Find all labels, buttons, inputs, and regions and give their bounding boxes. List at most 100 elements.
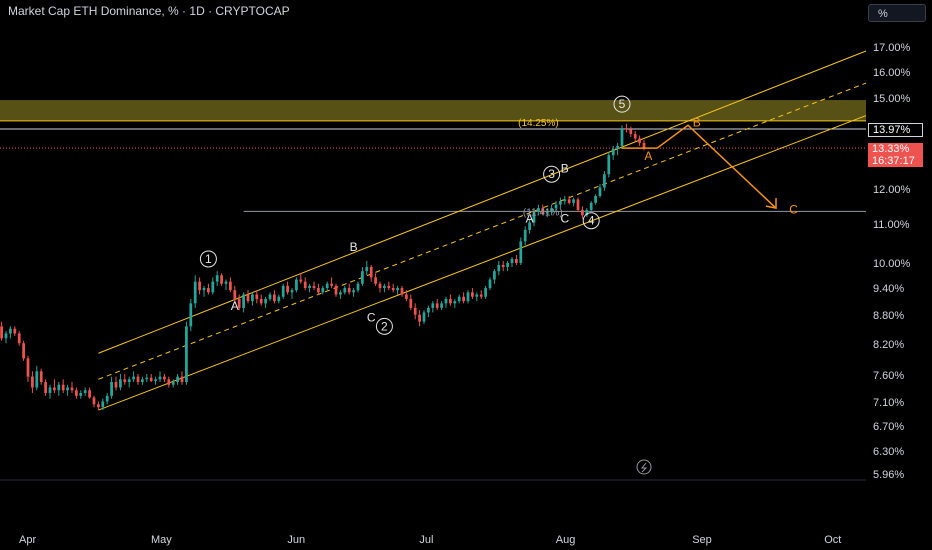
zone-measure-label: (14.25%) (518, 118, 559, 129)
candle-body (185, 326, 188, 383)
candle-body (427, 307, 430, 313)
candle-body (409, 298, 413, 308)
candle-body (523, 229, 527, 242)
candle-body (405, 294, 408, 299)
lightning-icon (636, 459, 652, 475)
candle-body (506, 262, 509, 268)
candle-body (255, 294, 259, 299)
candle-body (347, 288, 351, 293)
candle-body (444, 298, 448, 304)
candle-body (572, 199, 575, 203)
wave-letter-label: B (561, 162, 569, 176)
channel-lower-line (98, 115, 867, 411)
candle-body (242, 294, 245, 308)
candle-body (66, 387, 69, 391)
candle-body (638, 138, 641, 143)
y-tick-label: 11.00% (873, 219, 910, 232)
candle-body (220, 275, 223, 284)
candle-body (290, 290, 294, 293)
wave-letter-label: A (526, 212, 534, 226)
candle-body (629, 129, 633, 134)
y-tick-label: 10.00% (873, 258, 911, 270)
candle-body (585, 209, 589, 216)
candle-body (149, 377, 153, 381)
candle-body (13, 328, 17, 334)
candle-body (277, 296, 281, 302)
candle-body (343, 288, 347, 293)
candle-body (519, 241, 523, 263)
candle-body (83, 390, 87, 394)
candle-body (110, 382, 113, 396)
wave-letter-label: C (367, 311, 376, 325)
wave-circle (543, 165, 561, 183)
wave-number-label: 5 (619, 97, 626, 111)
y-tick-label: 9.40% (873, 283, 905, 296)
projection-letter-label: C (789, 202, 798, 216)
candle-body (387, 285, 391, 289)
candle-body (44, 382, 47, 394)
candle-body (418, 314, 421, 322)
candle-body (383, 285, 386, 289)
candle-body (268, 294, 272, 299)
candle-body (462, 296, 465, 302)
candle-body (440, 303, 443, 308)
candle-body (48, 387, 52, 394)
unit-button[interactable]: % (868, 4, 926, 22)
candle-body (501, 265, 505, 268)
candle-body (167, 379, 171, 385)
candle-body (101, 401, 105, 408)
candle-body (123, 379, 127, 383)
candle-body (246, 294, 250, 302)
candle-body (594, 195, 597, 203)
y-tick-label: 7.10% (873, 397, 905, 410)
candle-body (26, 358, 30, 377)
candle-body (31, 376, 34, 388)
candle-body (413, 307, 417, 315)
wave-letter-label: C (560, 212, 569, 226)
wave-number-label: 2 (381, 319, 388, 333)
channel-upper-line (98, 50, 867, 354)
x-tick-label: May (151, 534, 172, 546)
x-tick-label: Apr (19, 534, 37, 546)
candle-body (541, 208, 545, 214)
candle-body (563, 199, 567, 202)
candle-body (97, 404, 100, 408)
candle-body (233, 290, 237, 299)
candle-body (189, 303, 193, 327)
candle-body (475, 294, 479, 297)
y-tick-label: 6.70% (873, 420, 905, 433)
candle-body (603, 174, 606, 188)
candle-body (321, 288, 325, 293)
candle-body (4, 333, 8, 339)
candle-body (431, 303, 435, 308)
projection-letter-label: B (693, 116, 701, 130)
candle-body (17, 333, 21, 344)
candle-body (642, 142, 646, 149)
candle-body (598, 187, 602, 196)
candle-body (528, 222, 531, 230)
y-tick-label: 15.00% (873, 93, 911, 106)
candle-body (193, 281, 197, 304)
candle-body (224, 281, 228, 284)
candle-body (550, 208, 553, 212)
candle-body (356, 283, 360, 291)
candle-body (532, 211, 536, 223)
candle-body (176, 376, 179, 383)
countdown-badge: 16:37:17 (868, 155, 923, 167)
candle-body (171, 382, 175, 385)
candle-body (607, 155, 611, 175)
candle-body (180, 376, 184, 383)
candle-body (369, 267, 373, 278)
y-tick-label: 7.60% (873, 369, 905, 382)
candle-body (259, 298, 263, 304)
projection-letter-label: A (644, 149, 652, 163)
candle-body (471, 292, 474, 297)
candle-body (57, 384, 61, 391)
wave-letter-label: B (350, 240, 358, 254)
chart-title: Market Cap ETH Dominance, % · 1D · CRYPT… (8, 4, 290, 18)
x-tick-label: Jun (287, 534, 306, 546)
x-tick-label: Oct (824, 534, 842, 546)
candle-body (79, 393, 83, 396)
candle-body (374, 277, 377, 284)
